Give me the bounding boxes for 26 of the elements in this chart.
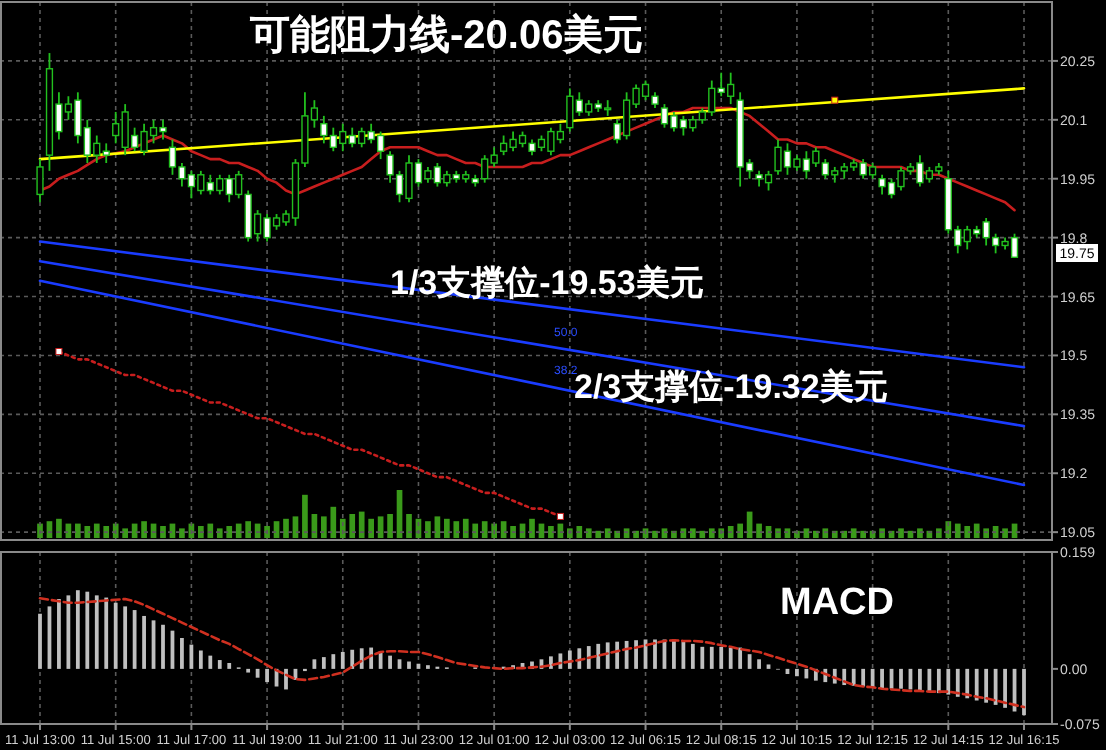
bar xyxy=(56,518,62,538)
bar xyxy=(302,494,308,538)
bar xyxy=(179,528,185,538)
bar xyxy=(548,526,554,538)
candlestick xyxy=(376,130,385,160)
bar xyxy=(652,530,658,538)
bar xyxy=(425,521,431,538)
bar xyxy=(529,518,535,538)
point xyxy=(556,512,564,520)
bar xyxy=(879,528,885,538)
bar xyxy=(141,521,147,538)
bar xyxy=(756,523,762,538)
bar xyxy=(917,528,923,538)
bar xyxy=(387,514,393,538)
point xyxy=(831,96,839,104)
candlestick xyxy=(36,158,44,204)
bar xyxy=(283,518,289,538)
bar xyxy=(1002,528,1008,538)
bar xyxy=(510,526,516,538)
point xyxy=(55,348,63,355)
bar xyxy=(775,528,781,538)
text: MACD xyxy=(780,582,894,624)
bar xyxy=(160,526,166,538)
annotation: 可能阻力线-20.06美元 xyxy=(248,12,644,58)
bar xyxy=(898,528,904,538)
bar xyxy=(406,514,412,538)
